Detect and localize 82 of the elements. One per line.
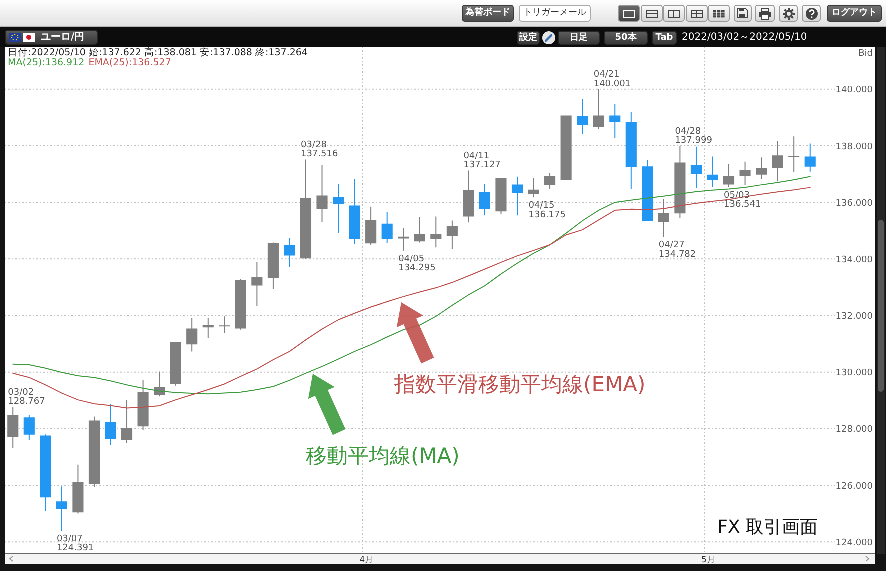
annotation: 04/05 134.295 [398, 254, 436, 274]
candlestick [349, 179, 360, 244]
text: 為替ボード [466, 8, 510, 18]
candlestick [463, 170, 474, 223]
candlestick [414, 217, 426, 243]
text: 設定 [520, 32, 538, 42]
candlestick [723, 164, 735, 188]
text: MA(25):136.912 [8, 58, 85, 68]
annotation: 04/11 137.127 [464, 152, 501, 171]
candlestick [528, 178, 540, 198]
y-tick-label: 136.000 [836, 198, 874, 209]
candlestick [333, 184, 344, 234]
annotation: 指数平滑移動平均線(EMA) [394, 372, 646, 396]
candlestick [252, 262, 263, 306]
text: EMA(25):136.527 [88, 58, 172, 68]
candlestick [788, 136, 800, 172]
annotation: 03/02 128.767 [8, 388, 46, 408]
text: Tab [656, 32, 674, 42]
candlestick [658, 199, 670, 238]
candlestick [804, 144, 816, 172]
candlestick [382, 212, 393, 244]
y-tick-label: 138.000 [836, 142, 874, 152]
candlestick [626, 112, 637, 190]
candlestick [8, 407, 19, 448]
candlestick [496, 178, 507, 214]
annotation: 04/27 134.782 [658, 240, 696, 260]
candlestick [56, 486, 68, 532]
candlestick [219, 316, 230, 334]
candlestick [300, 160, 312, 260]
chart-title: ユーロ/円 [41, 32, 85, 42]
y-tick-label: 130.000 [836, 368, 874, 379]
annotation: 移動平均線(MA) [306, 444, 460, 468]
candlestick [512, 176, 524, 216]
candlestick [430, 216, 442, 248]
candlestick [756, 158, 768, 180]
candlestick [398, 228, 410, 251]
text: トリガーメール [524, 8, 586, 18]
y-tick-label: 132.000 [836, 312, 874, 322]
candlestick [235, 278, 246, 330]
candlestick [593, 89, 604, 130]
candlestick [105, 404, 116, 446]
candlestick [479, 184, 490, 216]
annotation: 04/28 137.999 [675, 126, 713, 146]
candlestick [40, 434, 52, 512]
candlestick [544, 173, 556, 190]
candlestick [170, 342, 182, 386]
y-tick-label: 128.000 [836, 425, 874, 436]
candlestick [268, 242, 279, 290]
y-tick-label: 134.000 [836, 255, 874, 266]
annotation: 03/28 137.516 [300, 140, 338, 160]
candlestick [772, 141, 784, 182]
y-axis-title: Bid [858, 49, 873, 59]
annotation: FX 取引画面 [718, 517, 818, 538]
candlestick [366, 206, 377, 246]
candlestick [24, 415, 35, 440]
text: 日足 [570, 32, 588, 42]
annotation: 04/21 140.001 [594, 70, 632, 90]
candlestick [72, 464, 84, 514]
candlestick [284, 238, 296, 268]
y-tick-label: 124.000 [836, 538, 874, 548]
text: 50本 [615, 32, 637, 42]
candlestick [707, 156, 718, 188]
text: ログアウト [832, 8, 877, 18]
candlestick [740, 162, 751, 186]
y-tick-label: 140.000 [836, 86, 874, 96]
candlestick [690, 146, 702, 188]
candlestick [610, 104, 621, 138]
candlestick [446, 220, 458, 250]
chart-subtitle: 2022/03/02～2022/05/10 [682, 31, 808, 44]
candlestick [121, 400, 133, 444]
x-tick-label: 4月 [360, 556, 374, 566]
candlestick [577, 99, 588, 134]
candlestick [316, 164, 328, 222]
candlestick [560, 116, 572, 180]
annotation: 04/15 136.175 [528, 201, 566, 220]
candlestick [186, 318, 198, 352]
y-tick-label: 126.000 [836, 482, 874, 492]
annotation: 05/03 136.541 [724, 190, 762, 210]
candlestick [88, 416, 100, 488]
annotation: 日付:2022/05/10 始:137.622 高:138.081 安:137.088 終:137.264 [8, 46, 308, 58]
x-tick-label: 5月 [701, 556, 716, 566]
annotation: 03/07 124.391 [56, 534, 94, 554]
